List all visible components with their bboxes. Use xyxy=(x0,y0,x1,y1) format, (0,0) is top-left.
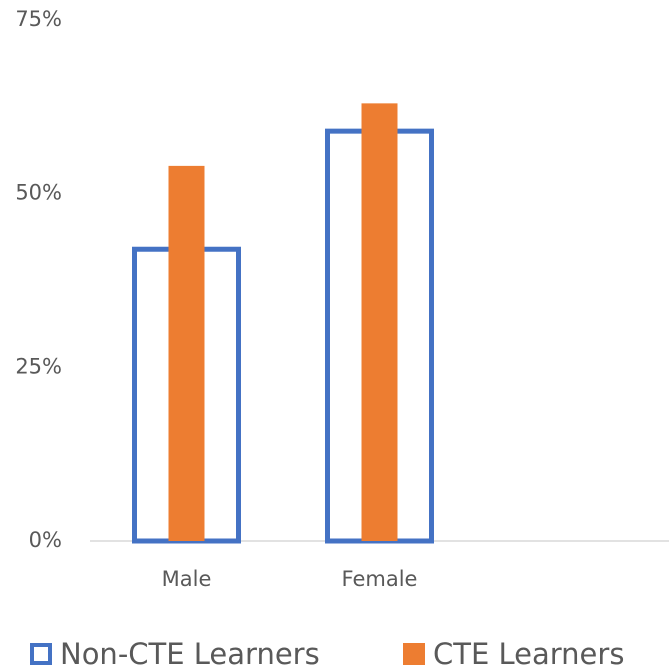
legend-label: Non-CTE Learners xyxy=(60,637,320,671)
legend-label: CTE Learners xyxy=(433,637,624,671)
x-tick-label: Male xyxy=(162,567,212,591)
y-tick-label: 0% xyxy=(29,528,62,552)
y-tick-label: 25% xyxy=(15,354,62,378)
bar xyxy=(168,165,205,541)
y-tick-label: 50% xyxy=(15,181,62,205)
x-tick-label: Female xyxy=(342,567,418,591)
legend-marker xyxy=(403,643,425,665)
y-tick-label: 75% xyxy=(15,7,62,31)
legend-marker xyxy=(30,643,52,665)
bar xyxy=(361,103,398,542)
